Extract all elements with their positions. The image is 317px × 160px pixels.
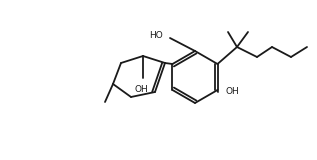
Text: HO: HO [149, 31, 163, 40]
Text: OH: OH [225, 88, 239, 96]
Text: OH: OH [134, 85, 148, 94]
